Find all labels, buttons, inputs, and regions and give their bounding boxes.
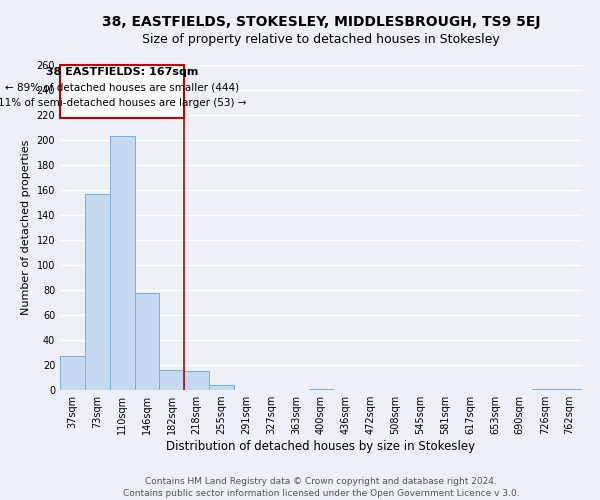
- Bar: [60, 356, 85, 390]
- Bar: [209, 385, 234, 390]
- Bar: [160, 370, 184, 390]
- Text: 11% of semi-detached houses are larger (53) →: 11% of semi-detached houses are larger (…: [0, 98, 247, 108]
- Text: 38, EASTFIELDS, STOKESLEY, MIDDLESBROUGH, TS9 5EJ: 38, EASTFIELDS, STOKESLEY, MIDDLESBROUGH…: [102, 15, 540, 29]
- Text: 38 EASTFIELDS: 167sqm: 38 EASTFIELDS: 167sqm: [46, 66, 199, 76]
- Text: Size of property relative to detached houses in Stokesley: Size of property relative to detached ho…: [142, 32, 500, 46]
- Text: ← 89% of detached houses are smaller (444): ← 89% of detached houses are smaller (44…: [5, 82, 239, 92]
- Bar: [557, 389, 582, 390]
- Bar: [110, 136, 134, 390]
- Bar: [134, 292, 160, 390]
- Bar: [532, 389, 557, 390]
- Bar: [184, 371, 209, 390]
- Bar: [85, 194, 110, 390]
- Text: Contains HM Land Registry data © Crown copyright and database right 2024.: Contains HM Land Registry data © Crown c…: [145, 478, 497, 486]
- Bar: [308, 389, 334, 390]
- FancyBboxPatch shape: [60, 65, 184, 118]
- Text: Contains public sector information licensed under the Open Government Licence v : Contains public sector information licen…: [122, 489, 520, 498]
- X-axis label: Distribution of detached houses by size in Stokesley: Distribution of detached houses by size …: [166, 440, 476, 453]
- Y-axis label: Number of detached properties: Number of detached properties: [21, 140, 31, 315]
